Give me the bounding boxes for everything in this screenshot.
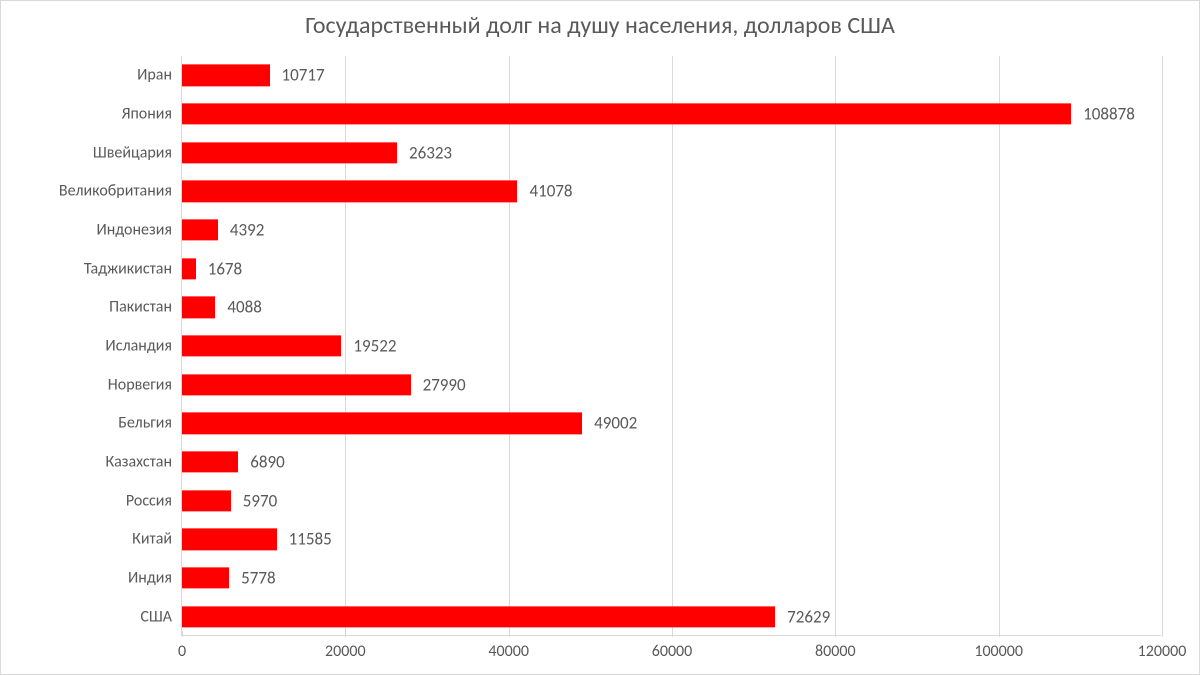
- data-label: 5970: [243, 490, 277, 511]
- bar-row: Великобритания41078: [182, 172, 1161, 211]
- bar: [182, 490, 231, 511]
- bar: [182, 65, 270, 86]
- bar-row: Китай11585: [182, 520, 1161, 559]
- bar-row: Индия5778: [182, 559, 1161, 598]
- bar-row: Исландия19522: [182, 327, 1161, 366]
- bar: [182, 606, 775, 627]
- bar: [182, 142, 397, 163]
- data-label: 10717: [282, 65, 325, 86]
- bar: [182, 374, 411, 395]
- y-axis-label: Индонезия: [96, 220, 182, 239]
- y-axis-label: Исландия: [105, 336, 182, 355]
- y-axis-label: Норвегия: [108, 375, 182, 394]
- bar: [182, 413, 582, 434]
- y-axis-label: Китай: [132, 530, 182, 549]
- y-axis-label: Пакистан: [109, 298, 182, 317]
- x-axis-label: 100000: [974, 642, 1023, 661]
- bar-row: Швейцария26323: [182, 133, 1161, 172]
- data-label: 19522: [353, 335, 396, 356]
- bar: [182, 335, 341, 356]
- y-axis-label: Швейцария: [93, 143, 182, 162]
- data-label: 4088: [227, 297, 261, 318]
- bar-row: Казахстан6890: [182, 443, 1161, 482]
- debt-per-capita-chart: Государственный долг на душу населения, …: [0, 0, 1200, 675]
- data-label: 26323: [409, 142, 452, 163]
- plot-area: 020000400006000080000100000120000Иран107…: [181, 56, 1161, 636]
- bar: [182, 451, 238, 472]
- y-axis-label: Бельгия: [118, 414, 182, 433]
- y-axis-label: Казахстан: [105, 452, 182, 471]
- x-axis-label: 120000: [1138, 642, 1187, 661]
- data-label: 108878: [1083, 103, 1135, 124]
- y-axis-label: Великобритания: [59, 182, 182, 201]
- bar: [182, 529, 277, 550]
- chart-title: Государственный долг на душу населения, …: [1, 11, 1199, 40]
- bar: [182, 181, 517, 202]
- bar-row: Норвегия27990: [182, 365, 1161, 404]
- data-label: 1678: [208, 258, 242, 279]
- x-axis-label: 40000: [488, 642, 529, 661]
- data-label: 49002: [594, 413, 637, 434]
- y-axis-label: Россия: [126, 491, 182, 510]
- data-label: 27990: [423, 374, 466, 395]
- x-axis-label: 0: [178, 642, 186, 661]
- x-axis-label: 60000: [652, 642, 693, 661]
- y-axis-label: Таджикистан: [84, 259, 182, 278]
- bar: [182, 297, 215, 318]
- bar: [182, 219, 218, 240]
- data-label: 4392: [230, 219, 264, 240]
- gridline: [1162, 56, 1163, 635]
- bar-row: Пакистан4088: [182, 288, 1161, 327]
- bar-row: Бельгия49002: [182, 404, 1161, 443]
- y-axis-label: Япония: [122, 104, 182, 123]
- data-label: 6890: [250, 451, 284, 472]
- plot-border: 020000400006000080000100000120000Иран107…: [181, 56, 1161, 636]
- bar-row: Иран10717: [182, 56, 1161, 95]
- y-axis-label: США: [140, 607, 182, 626]
- x-tick: [1162, 631, 1163, 637]
- bar-row: Таджикистан1678: [182, 249, 1161, 288]
- bar-row: Россия5970: [182, 481, 1161, 520]
- data-label: 5778: [241, 567, 275, 588]
- x-axis-label: 80000: [815, 642, 856, 661]
- bar: [182, 258, 196, 279]
- x-axis-label: 20000: [325, 642, 366, 661]
- y-axis-label: Иран: [137, 66, 182, 85]
- data-label: 72629: [787, 606, 830, 627]
- data-label: 41078: [529, 181, 572, 202]
- y-axis-label: Индия: [128, 568, 182, 587]
- data-label: 11585: [289, 529, 332, 550]
- bar-row: США72629: [182, 597, 1161, 636]
- bar-row: Япония108878: [182, 95, 1161, 134]
- bar: [182, 567, 229, 588]
- bar: [182, 103, 1071, 124]
- bar-row: Индонезия4392: [182, 211, 1161, 250]
